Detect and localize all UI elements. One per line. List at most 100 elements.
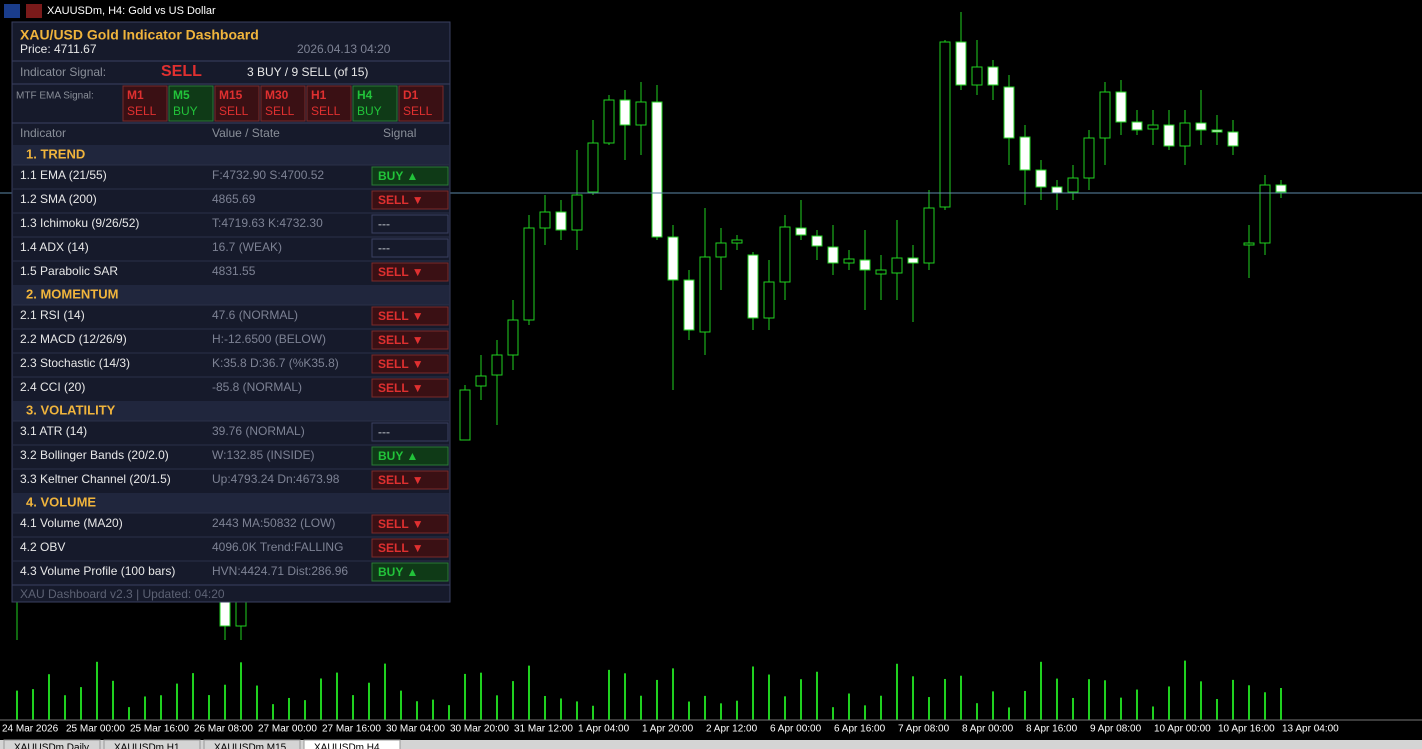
candle-body: [987, 66, 999, 86]
candle-body: [507, 319, 519, 356]
indicator-value: 16.7 (WEAK): [212, 240, 282, 254]
signal-text: SELL ▼: [378, 381, 424, 395]
candle-body: [571, 194, 583, 231]
candle-body: [219, 599, 231, 627]
candle-body: [635, 101, 647, 126]
mtf-signal: SELL: [311, 104, 341, 118]
candle-body: [683, 279, 695, 331]
indicator-name: 2.1 RSI (14): [20, 308, 85, 322]
candle-body: [1259, 184, 1271, 244]
chart-tab[interactable]: [203, 739, 301, 749]
time-label: 10 Apr 16:00: [1218, 724, 1275, 735]
candle-body: [1163, 124, 1175, 147]
candle-body: [955, 41, 967, 86]
chart-tab[interactable]: [103, 739, 201, 749]
section-header: 2. MOMENTUM: [26, 286, 118, 301]
indicator-value: -85.8 (NORMAL): [212, 380, 302, 394]
mtf-signal: BUY: [173, 104, 198, 118]
candle-body: [747, 254, 759, 319]
signal-summary: 3 BUY / 9 SELL (of 15): [247, 65, 368, 79]
mtf-timeframe: M5: [173, 88, 190, 102]
candle-body: [523, 227, 535, 321]
candle-body: [667, 236, 679, 281]
mtf-box: [260, 85, 306, 122]
candle-body: [459, 389, 471, 441]
indicator-value: 4865.69: [212, 192, 256, 206]
mtf-label: MTF EMA Signal:: [16, 91, 94, 102]
indicator-value: T:4719.63 K:4732.30: [212, 216, 323, 230]
candle-body: [1003, 86, 1015, 139]
signal-box: [371, 238, 449, 258]
candle-body: [1051, 186, 1063, 194]
candle-body: [651, 101, 663, 238]
candle-body: [1131, 121, 1143, 131]
signal-box: [371, 330, 449, 350]
candle-body: [875, 269, 887, 275]
candle-body: [235, 599, 247, 627]
section-header: 1. TREND: [26, 146, 85, 161]
candle-body: [1227, 131, 1239, 147]
candle-body: [907, 257, 919, 264]
time-label: 2 Apr 12:00: [706, 724, 758, 735]
time-label: 27 Mar 16:00: [322, 724, 381, 735]
candle-body: [795, 227, 807, 236]
indicator-value: 47.6 (NORMAL): [212, 308, 298, 322]
indicator-value: 4831.55: [212, 264, 256, 278]
signal-text: SELL ▼: [378, 309, 424, 323]
time-label: 30 Mar 04:00: [386, 724, 445, 735]
mtf-box: [214, 85, 260, 122]
signal-box: [371, 354, 449, 374]
candle-body: [1195, 122, 1207, 131]
column-header: Value / State: [212, 126, 280, 140]
mtf-box: [306, 85, 352, 122]
candle-body: [1147, 124, 1159, 130]
section-header-bg: [13, 493, 449, 513]
indicator-value: Up:4793.24 Dn:4673.98: [212, 472, 340, 486]
indicator-value: 2443 MA:50832 (LOW): [212, 516, 335, 530]
indicator-value: H:-12.6500 (BELOW): [212, 332, 326, 346]
menu-icon[interactable]: [4, 4, 20, 18]
datetime: 2026.04.13 04:20: [297, 42, 391, 56]
chart-tab[interactable]: [303, 739, 401, 749]
column-header: Signal: [383, 126, 416, 140]
time-label: 27 Mar 00:00: [258, 724, 317, 735]
mtf-signal: BUY: [357, 104, 382, 118]
chart-tab[interactable]: [3, 739, 101, 749]
tab-label: XAUUSDm,H4: [314, 743, 380, 749]
candle-body: [971, 66, 983, 86]
indicator-name: 2.4 CCI (20): [20, 380, 85, 394]
signal-box: [371, 306, 449, 326]
candle-body: [555, 211, 567, 231]
section-header: 4. VOLUME: [26, 494, 96, 509]
mtf-timeframe: M30: [265, 88, 289, 102]
indicator-value: F:4732.90 S:4700.52: [212, 168, 324, 182]
signal-text: BUY ▲: [378, 449, 418, 463]
signal-text: SELL ▼: [378, 541, 424, 555]
mtf-timeframe: M15: [219, 88, 243, 102]
tab-label: XAUUSDm,M15: [214, 743, 287, 749]
indicator-value: 4096.0K Trend:FALLING: [212, 540, 343, 554]
indicator-name: 1.1 EMA (21/55): [20, 168, 107, 182]
time-label: 24 Mar 2026: [2, 724, 59, 735]
mtf-box: [398, 85, 444, 122]
panel-footer: XAU Dashboard v2.3 | Updated: 04:20: [20, 587, 225, 601]
candle-body: [827, 246, 839, 264]
candle-body: [763, 281, 775, 319]
signal-box: [371, 470, 449, 490]
price-chart: [11, 12, 1287, 720]
indicator-name: 1.2 SMA (200): [20, 192, 97, 206]
time-label: 10 Apr 00:00: [1154, 724, 1211, 735]
candle-body: [1067, 177, 1079, 193]
chart-icon[interactable]: [26, 4, 42, 18]
indicator-value: HVN:4424.71 Dist:286.96: [212, 564, 348, 578]
candle-body: [859, 259, 871, 271]
indicator-name: 1.4 ADX (14): [20, 240, 89, 254]
indicator-value: K:35.8 D:36.7 (%K35.8): [212, 356, 339, 370]
signal-box: [371, 214, 449, 234]
candle-body: [1275, 184, 1287, 193]
section-header-bg: [13, 285, 449, 305]
overall-signal: SELL: [161, 63, 202, 80]
time-label: 25 Mar 00:00: [66, 724, 125, 735]
